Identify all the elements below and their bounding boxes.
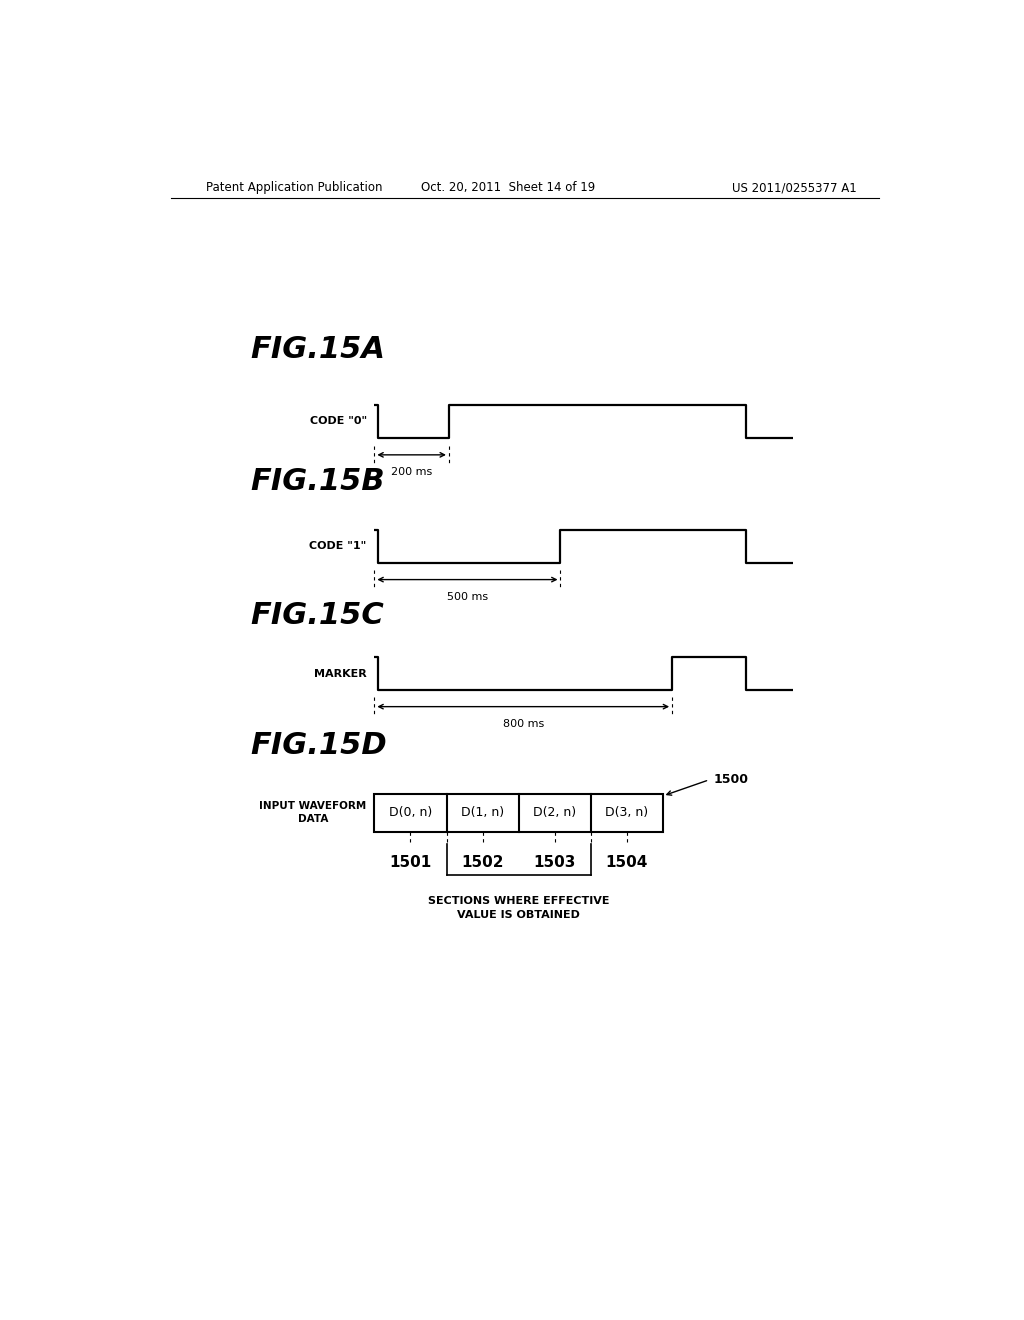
Text: D(3, n): D(3, n) [605,807,648,820]
Text: FIG.15B: FIG.15B [251,467,385,496]
Text: 1504: 1504 [605,855,648,870]
Text: CODE "0": CODE "0" [309,416,367,426]
Text: FIG.15D: FIG.15D [251,731,387,759]
Text: Oct. 20, 2011  Sheet 14 of 19: Oct. 20, 2011 Sheet 14 of 19 [421,181,595,194]
Text: CODE "1": CODE "1" [309,541,367,550]
Text: D(0, n): D(0, n) [389,807,432,820]
Text: 1501: 1501 [389,855,431,870]
Text: MARKER: MARKER [314,668,367,678]
Text: 800 ms: 800 ms [503,719,544,729]
Text: 200 ms: 200 ms [391,467,432,477]
Text: D(2, n): D(2, n) [534,807,577,820]
Text: SECTIONS WHERE EFFECTIVE
VALUE IS OBTAINED: SECTIONS WHERE EFFECTIVE VALUE IS OBTAIN… [428,896,609,920]
Text: FIG.15A: FIG.15A [251,335,385,364]
Text: Patent Application Publication: Patent Application Publication [206,181,382,194]
Text: US 2011/0255377 A1: US 2011/0255377 A1 [732,181,856,194]
Text: 1502: 1502 [462,855,504,870]
Text: FIG.15C: FIG.15C [251,602,384,630]
Text: 500 ms: 500 ms [446,591,488,602]
Text: D(1, n): D(1, n) [461,807,504,820]
Text: 1503: 1503 [534,855,575,870]
Text: INPUT WAVEFORM
DATA: INPUT WAVEFORM DATA [259,801,367,825]
Bar [375,793,663,832]
Text: 1500: 1500 [713,774,749,787]
